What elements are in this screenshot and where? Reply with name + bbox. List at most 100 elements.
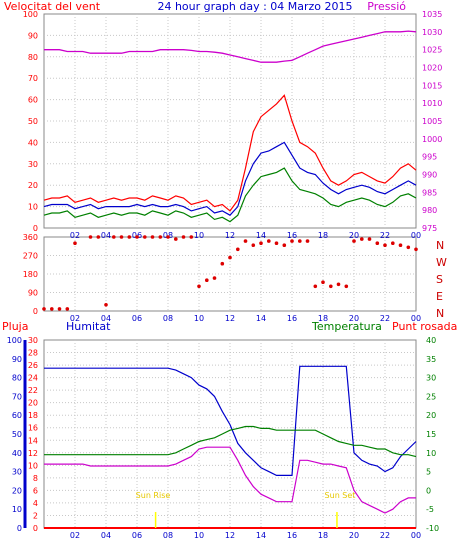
- p1-xtick-12: 12: [225, 231, 235, 240]
- pressure-title: Pressió: [367, 0, 406, 13]
- direction-point-20: [205, 278, 209, 283]
- p3-pluja-tick-18: 18: [28, 411, 38, 420]
- p1-right-tick-990: 990: [422, 171, 437, 180]
- p1-xtick-10: 10: [194, 231, 204, 240]
- p2-left-tick-360: 360: [23, 233, 38, 242]
- direction-point-5: [88, 235, 93, 239]
- p3-xtick-20: 20: [349, 531, 359, 540]
- p1-right-tick-1030: 1030: [422, 28, 442, 37]
- p1-right-tick-1025: 1025: [422, 46, 442, 55]
- p3-temp-tick-35: 35: [426, 355, 436, 364]
- p2-xtick-16: 16: [287, 314, 297, 323]
- p1-xtick-14: 14: [256, 231, 266, 240]
- p1-left-tick-30: 30: [28, 160, 38, 169]
- series-dewpoint: [44, 446, 416, 514]
- p3-pluja-tick-24: 24: [28, 374, 38, 383]
- p1-xtick-16: 16: [287, 231, 297, 240]
- series-humidity: [44, 365, 417, 476]
- direction-point-16: [174, 237, 178, 241]
- p2-xtick-18: 18: [318, 314, 328, 323]
- series-pressure: [44, 30, 417, 63]
- direction-point-44: [391, 241, 395, 245]
- p2-xtick-12: 12: [225, 314, 235, 323]
- p3-pluja-tick-14: 14: [28, 436, 38, 445]
- p3-humitat-tick-30: 30: [12, 468, 22, 477]
- p3-xtick-00: 00: [411, 531, 421, 540]
- p2-xtick-14: 14: [256, 314, 266, 323]
- p1-left-tick-60: 60: [28, 96, 38, 105]
- p3-xtick-22: 22: [380, 531, 390, 540]
- direction-point-15: [166, 235, 170, 239]
- sunset-label: Sun Set: [325, 491, 356, 500]
- direction-point-47: [414, 247, 418, 252]
- direction-point-32: [298, 239, 302, 243]
- p3-pluja-tick-6: 6: [33, 486, 38, 495]
- p3-temp-tick-40: 40: [426, 336, 436, 345]
- p2-left-tick-0: 0: [33, 307, 38, 316]
- p1-xtick-22: 22: [380, 231, 390, 240]
- direction-point-21: [212, 276, 217, 280]
- temperatura-title: Temperatura: [311, 320, 382, 333]
- p3-temp-tick-0: 0: [426, 486, 431, 495]
- p3-pluja-tick-2: 2: [33, 511, 38, 520]
- direction-point-13: [150, 235, 155, 239]
- direction-point-31: [290, 239, 294, 243]
- direction-point-45: [398, 243, 403, 247]
- p3-temp-tick-5: 5: [426, 468, 431, 477]
- date-title: 24 hour graph day : 04 Marzo 2015: [157, 0, 352, 13]
- p3-xtick-06: 06: [132, 531, 142, 540]
- p3-pluja-tick-0: 0: [33, 524, 38, 533]
- p3-xtick-18: 18: [318, 531, 328, 540]
- p1-xtick-20: 20: [349, 231, 359, 240]
- direction-point-10: [127, 235, 132, 239]
- series-layer: [42, 30, 418, 529]
- direction-point-19: [197, 284, 201, 289]
- direction-point-4: [73, 241, 77, 245]
- p1-left-tick-90: 90: [28, 31, 38, 40]
- p3-pluja-tick-10: 10: [28, 461, 38, 470]
- p1-right-tick-1005: 1005: [422, 117, 442, 126]
- direction-point-34: [313, 284, 318, 289]
- p2-left-tick-180: 180: [23, 270, 38, 279]
- p1-left-tick-10: 10: [28, 203, 38, 212]
- p2-xtick-10: 10: [194, 314, 204, 323]
- p1-right-tick-1035: 1035: [422, 10, 442, 19]
- p2-xtick-06: 06: [132, 314, 142, 323]
- p1-left-tick-40: 40: [28, 138, 38, 147]
- p1-left-tick-70: 70: [28, 74, 38, 83]
- direction-point-33: [305, 239, 310, 243]
- punt-rosada-title: Punt rosada: [392, 320, 457, 333]
- p2-xtick-08: 08: [163, 314, 173, 323]
- p2-xtick-22: 22: [380, 314, 390, 323]
- dir-letter-n-bottom: N: [436, 307, 444, 320]
- humitat-title: Humitat: [66, 320, 111, 333]
- direction-point-39: [352, 239, 356, 243]
- p3-xtick-02: 02: [70, 531, 80, 540]
- dir-letter-s: S: [436, 273, 443, 286]
- wind-title: Velocitat del vent: [4, 0, 101, 13]
- p3-humitat-tick-60: 60: [12, 411, 22, 420]
- p3-pluja-tick-20: 20: [28, 399, 38, 408]
- p3-xtick-14: 14: [256, 531, 266, 540]
- p3-xtick-10: 10: [194, 531, 204, 540]
- direction-point-43: [383, 243, 387, 247]
- p3-xtick-04: 04: [101, 531, 111, 540]
- tick-labels: 0102030405060708090100975980985990995100…: [7, 10, 443, 540]
- direction-point-17: [181, 235, 186, 239]
- direction-point-38: [344, 284, 349, 289]
- p3-temp-tick-30: 30: [426, 374, 436, 383]
- p1-xtick-18: 18: [318, 231, 328, 240]
- p3-humitat-tick-0: 0: [17, 524, 22, 533]
- direction-point-41: [367, 237, 372, 241]
- direction-point-7: [104, 303, 108, 307]
- direction-point-8: [112, 235, 116, 239]
- p3-pluja-tick-30: 30: [28, 336, 38, 345]
- p3-temp-tick--10: -10: [426, 524, 439, 533]
- direction-point-26: [251, 243, 256, 247]
- direction-point-36: [329, 284, 333, 289]
- direction-point-0: [42, 307, 46, 311]
- p3-pluja-tick-12: 12: [28, 449, 38, 458]
- p1-left-tick-80: 80: [28, 53, 38, 62]
- p3-pluja-tick-22: 22: [28, 386, 38, 395]
- p1-right-tick-975: 975: [422, 224, 437, 233]
